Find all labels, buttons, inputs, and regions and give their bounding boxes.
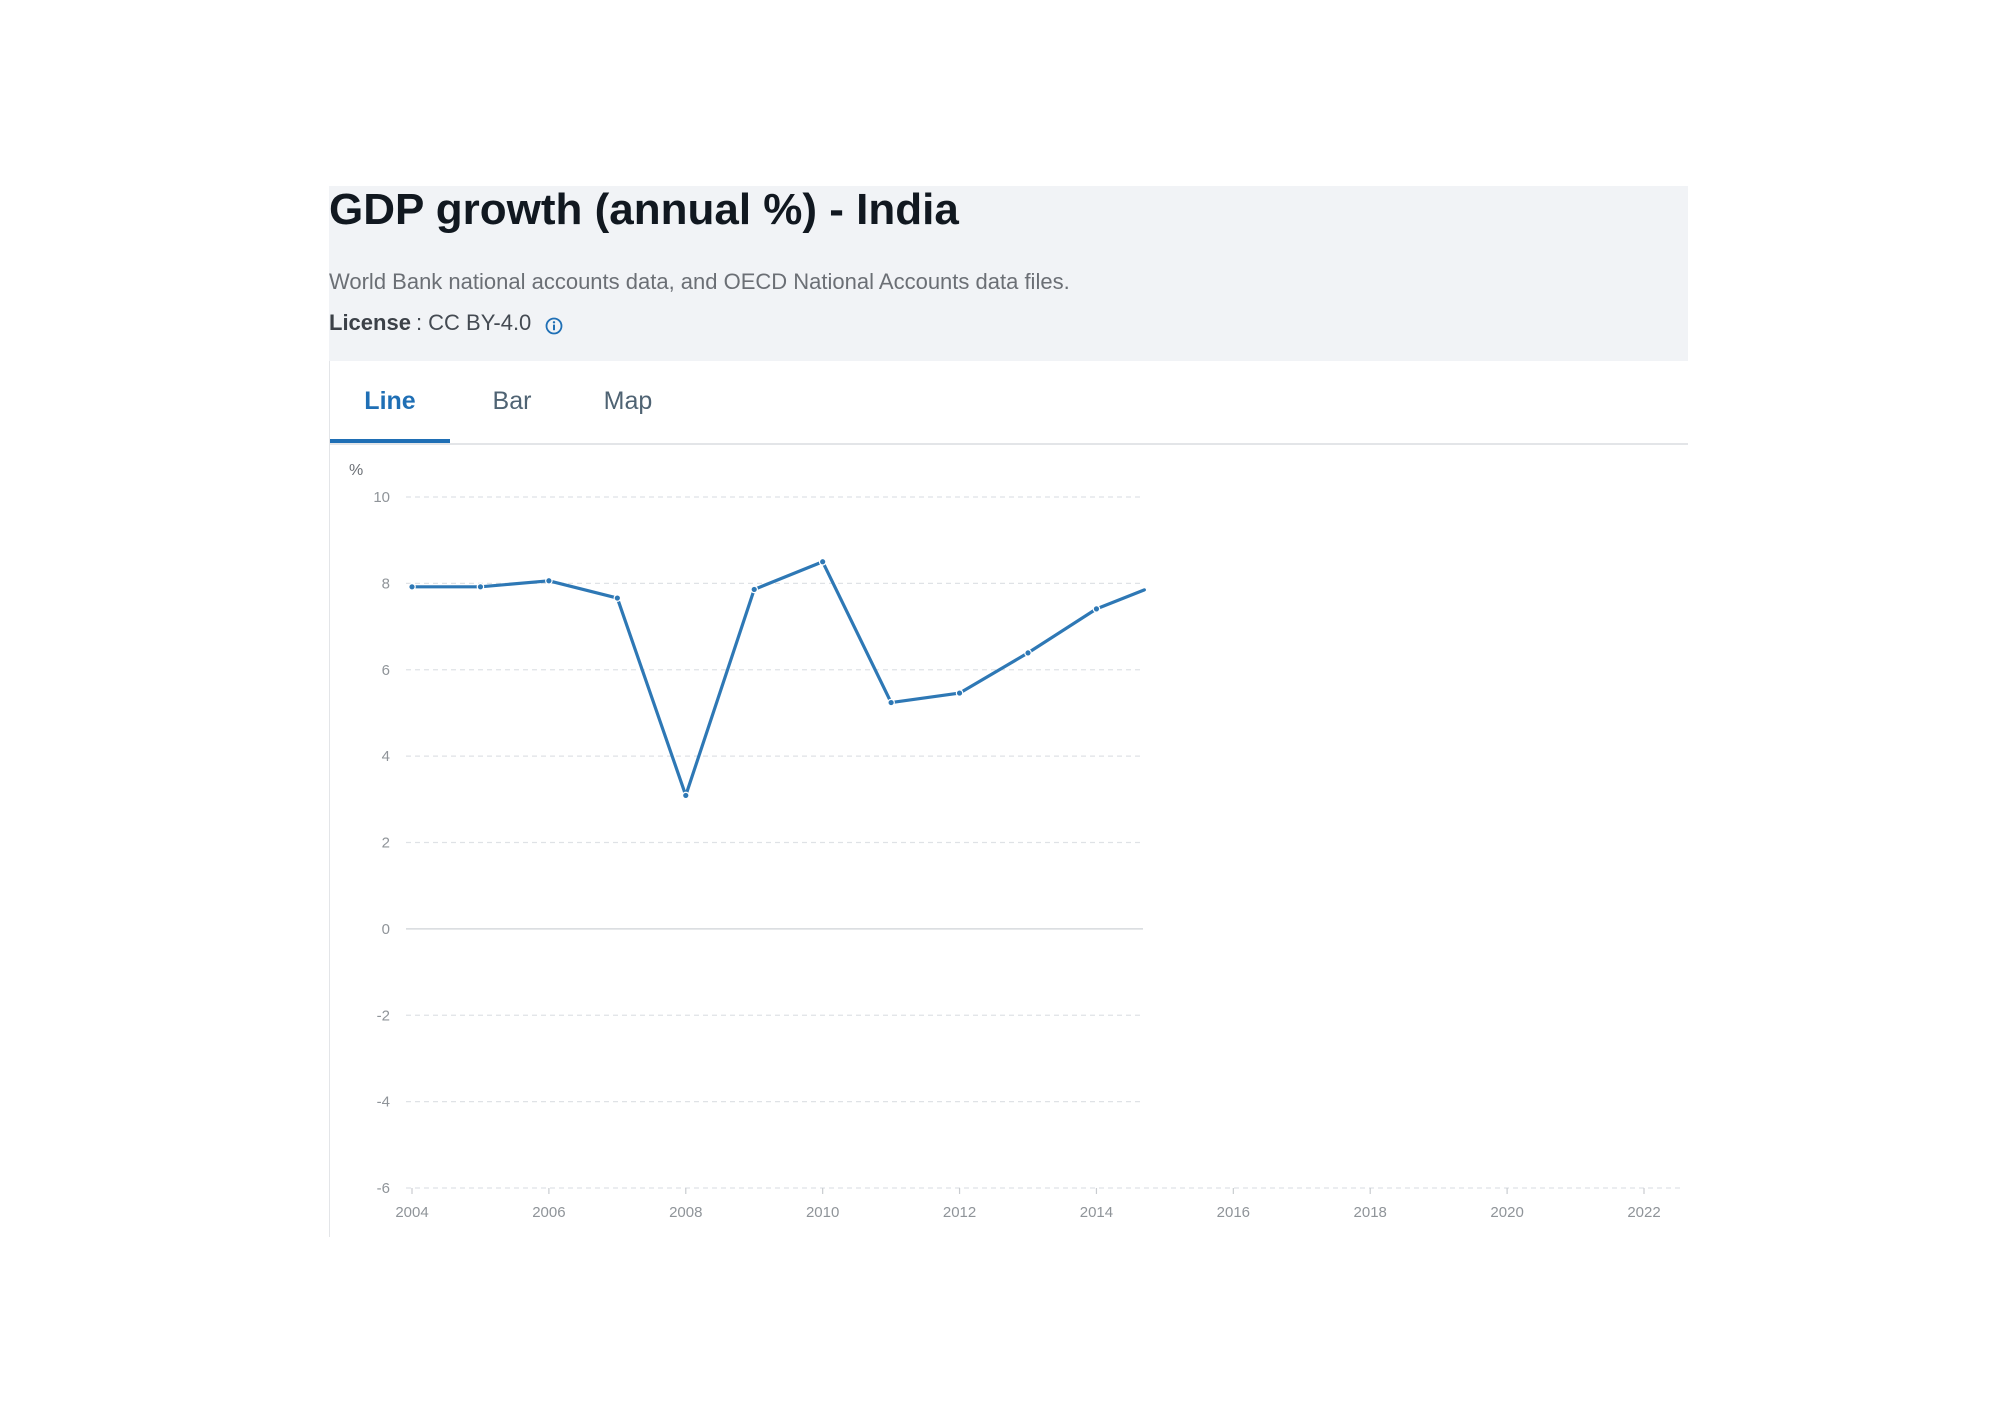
x-tick-label: 2004	[395, 1204, 428, 1221]
y-tick-label: 6	[382, 662, 390, 679]
data-point	[887, 698, 895, 707]
line-chart: % 10 8 6 4 2 0 -2 -4 -6 2004 2006 2008 2010 2012 2014 20…	[349, 462, 1680, 1221]
tab-bar[interactable]: Bar	[492, 387, 532, 415]
y-tick-label: -6	[377, 1180, 390, 1197]
x-tick-label: 2012	[943, 1204, 976, 1221]
data-point	[476, 583, 485, 591]
source-note: World Bank national accounts data, and O…	[329, 269, 1070, 294]
license-value: : CC BY-4.0	[415, 310, 532, 335]
data-point	[408, 583, 416, 591]
x-tick-label: 2010	[806, 1204, 839, 1221]
y-tick-label: -4	[377, 1094, 390, 1111]
data-point	[613, 594, 622, 602]
x-tick-label: 2006	[532, 1204, 565, 1221]
x-tick-label: 2008	[669, 1204, 702, 1221]
x-tick-label: 2016	[1217, 1204, 1250, 1221]
x-tick-label: 2018	[1354, 1204, 1387, 1221]
y-tick-label: 0	[382, 921, 390, 938]
data-point	[750, 585, 759, 594]
y-tick-label: 8	[382, 575, 390, 592]
x-tick-label: 2020	[1490, 1204, 1523, 1221]
y-tick-label: 2	[382, 835, 390, 852]
info-circle-icon[interactable]	[545, 314, 563, 335]
license-label: License	[329, 310, 411, 335]
indicator-panel: GDP growth (annual %) - India World Bank…	[329, 186, 1688, 1237]
data-point	[545, 576, 553, 585]
data-point	[1092, 605, 1101, 613]
license-line: License : CC BY-4.0	[329, 309, 563, 337]
data-point	[681, 791, 690, 800]
tab-line[interactable]: Line	[330, 361, 450, 443]
y-tick-label: 10	[373, 489, 390, 506]
panel-header: GDP growth (annual %) - India World Bank…	[329, 186, 1688, 361]
page-title: GDP growth (annual %) - India	[329, 185, 959, 234]
x-tick-label: 2022	[1627, 1204, 1660, 1221]
data-point	[955, 689, 964, 697]
data-point	[1024, 649, 1032, 657]
data-point	[818, 557, 827, 566]
series-line	[410, 560, 1146, 798]
chart-area: % 10 8 6 4 2 0 -2 -4 -6 2004 2006 2008 2010 2012 2014 20…	[329, 445, 1688, 1237]
y-axis-unit-label: %	[349, 462, 363, 479]
tab-map[interactable]: Map	[603, 387, 653, 415]
y-tick-label: 4	[382, 748, 390, 765]
y-tick-label: -2	[377, 1007, 390, 1024]
chart-type-tabs: Line Bar Map	[329, 361, 1688, 445]
x-tick-label: 2014	[1080, 1204, 1113, 1221]
